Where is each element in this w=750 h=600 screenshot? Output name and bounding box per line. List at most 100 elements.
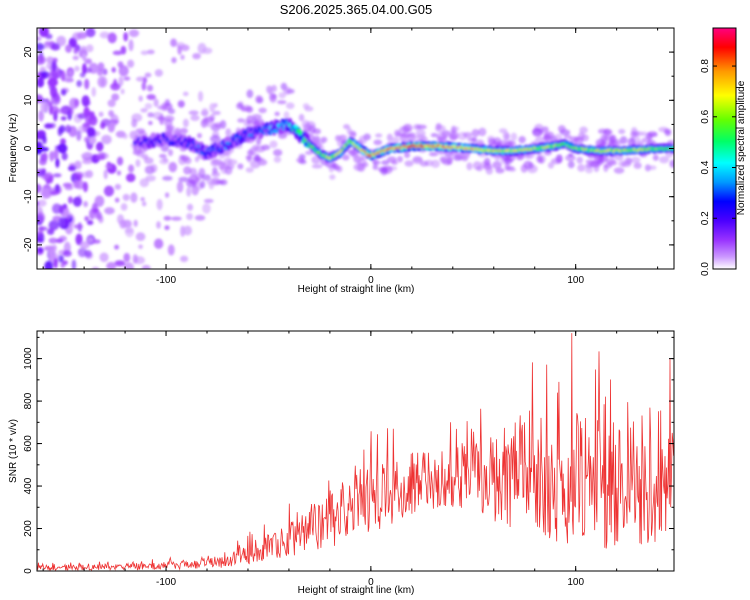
halo-blob bbox=[446, 156, 453, 165]
halo-blob bbox=[269, 140, 278, 149]
noise-blob bbox=[194, 214, 206, 221]
halo-blob bbox=[404, 160, 414, 167]
noise-blob bbox=[144, 72, 152, 78]
noise-blob bbox=[197, 42, 207, 54]
halo-blob bbox=[179, 127, 188, 135]
spectrogram-y-tick-label: 20 bbox=[23, 46, 34, 58]
halo-blob bbox=[399, 133, 408, 142]
halo-blob bbox=[603, 164, 609, 173]
halo-blob bbox=[311, 164, 323, 169]
halo-blob bbox=[159, 158, 169, 165]
spectrogram-x-ticks: -100 0 100 bbox=[42, 28, 659, 286]
halo-blob bbox=[633, 162, 642, 169]
noise-blob bbox=[128, 39, 134, 52]
halo-blob bbox=[131, 113, 143, 122]
noise-blob bbox=[86, 220, 94, 226]
noise-blob bbox=[48, 220, 60, 231]
halo-blob bbox=[223, 157, 233, 166]
halo-blob bbox=[167, 108, 176, 115]
noise-blob bbox=[57, 143, 68, 154]
halo-blob bbox=[476, 165, 483, 172]
halo-blob bbox=[188, 110, 199, 116]
colorbar-tick-label: 0.8 bbox=[700, 59, 711, 73]
snr-x-tick-label: 0 bbox=[368, 577, 374, 588]
noise-blob bbox=[114, 183, 122, 190]
noise-blob bbox=[120, 88, 125, 95]
halo-blob bbox=[304, 150, 314, 155]
noise-blob bbox=[48, 70, 59, 81]
noise-blob bbox=[146, 94, 156, 101]
halo-blob bbox=[467, 137, 476, 142]
noise-blob bbox=[127, 164, 135, 173]
halo-blob bbox=[632, 130, 644, 137]
noise-blob bbox=[170, 38, 177, 47]
noise-blob bbox=[58, 217, 69, 230]
noise-blob bbox=[55, 183, 60, 193]
halo-blob bbox=[199, 180, 206, 189]
noise-blob bbox=[99, 252, 109, 263]
noise-blob bbox=[128, 29, 140, 38]
noise-blob bbox=[186, 213, 194, 221]
halo-blob bbox=[186, 179, 197, 188]
halo-blob bbox=[246, 89, 254, 99]
noise-blob bbox=[106, 262, 117, 269]
halo-blob bbox=[648, 165, 657, 171]
spectrogram-heatmap bbox=[37, 28, 674, 269]
halo-blob bbox=[273, 149, 283, 157]
snr-y-tick-label: 800 bbox=[23, 392, 34, 409]
spectrogram-x-tick-label: 100 bbox=[567, 275, 584, 286]
halo-blob bbox=[362, 162, 369, 168]
noise-blob bbox=[168, 161, 178, 173]
halo-blob bbox=[296, 157, 305, 163]
noise-blob bbox=[180, 54, 185, 60]
halo-blob bbox=[336, 165, 343, 173]
halo-blob bbox=[386, 133, 393, 142]
noise-blob bbox=[85, 28, 96, 38]
halo-blob bbox=[250, 160, 261, 169]
noise-blob bbox=[114, 244, 120, 250]
noise-blob bbox=[56, 35, 67, 47]
halo-blob bbox=[302, 103, 310, 109]
noise-blob bbox=[68, 37, 77, 48]
noise-blob bbox=[51, 60, 57, 73]
noise-blob bbox=[110, 82, 121, 91]
noise-blob bbox=[80, 45, 87, 51]
noise-blob bbox=[44, 260, 54, 269]
halo-blob bbox=[526, 164, 538, 174]
noise-blob bbox=[156, 198, 163, 211]
noise-blob bbox=[61, 211, 73, 220]
noise-blob bbox=[71, 259, 77, 269]
noise-blob bbox=[167, 149, 174, 157]
halo-blob bbox=[413, 124, 422, 130]
noise-blob bbox=[47, 249, 57, 260]
noise-blob bbox=[60, 138, 66, 146]
noise-blob bbox=[122, 133, 128, 140]
halo-blob bbox=[298, 113, 305, 122]
halo-blob bbox=[277, 100, 287, 105]
noise-blob bbox=[79, 241, 90, 249]
halo-blob bbox=[149, 164, 158, 173]
halo-blob bbox=[255, 95, 264, 104]
halo-blob bbox=[237, 118, 245, 123]
halo-blob bbox=[178, 176, 190, 183]
halo-blob bbox=[381, 160, 390, 166]
halo-blob bbox=[640, 131, 648, 137]
halo-blob bbox=[213, 122, 223, 128]
halo-blob bbox=[391, 136, 400, 144]
noise-blob bbox=[45, 56, 55, 64]
noise-blob bbox=[92, 208, 100, 213]
halo-blob bbox=[206, 178, 217, 186]
halo-blob bbox=[358, 135, 368, 145]
noise-blob bbox=[81, 63, 87, 75]
halo-blob bbox=[430, 132, 438, 138]
noise-blob bbox=[48, 237, 58, 244]
noise-blob bbox=[51, 42, 60, 51]
noise-blob bbox=[72, 171, 84, 179]
noise-blob bbox=[192, 52, 201, 60]
snr-series-line bbox=[37, 333, 674, 571]
noise-blob bbox=[116, 156, 124, 166]
noise-blob bbox=[141, 264, 151, 269]
halo-blob bbox=[652, 154, 659, 161]
halo-blob bbox=[135, 159, 141, 168]
